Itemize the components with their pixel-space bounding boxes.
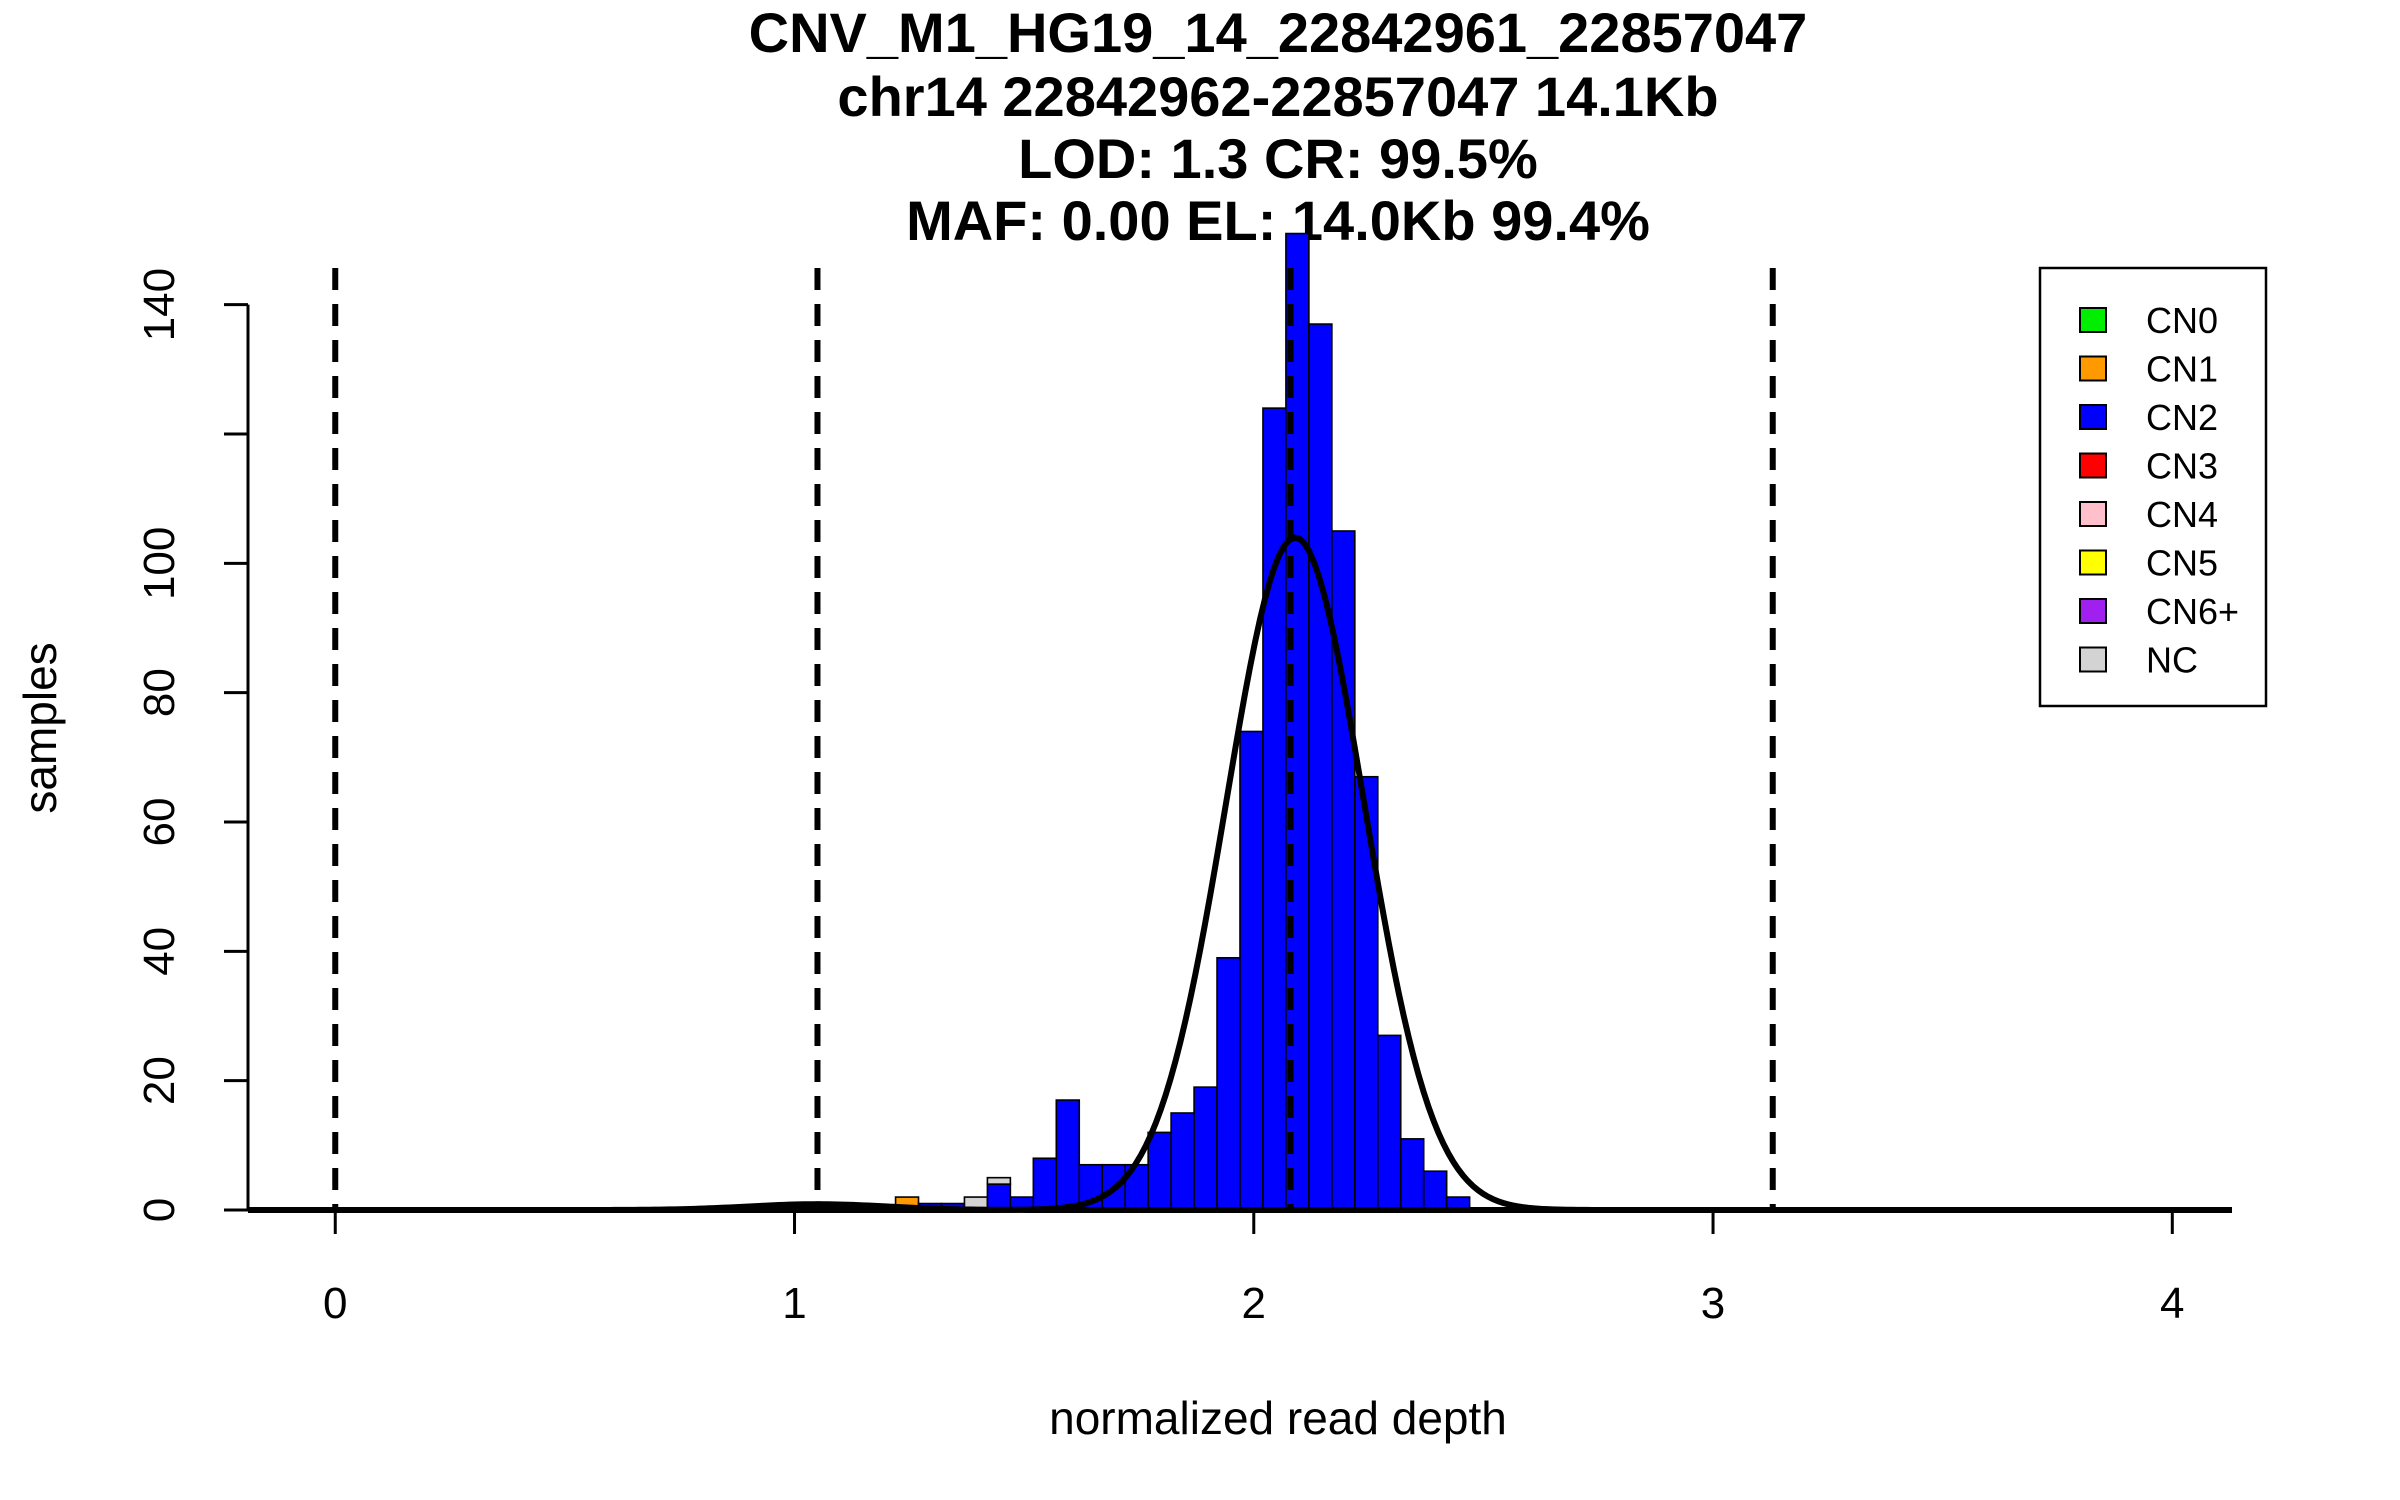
histogram-bar-15 [1216, 956, 1241, 1211]
histogram-bar-5 [986, 1176, 1012, 1185]
x-tick-label-2: 2 [1242, 1279, 1266, 1328]
legend-swatch-cn2 [2079, 404, 2107, 430]
x-tick-label-0: 0 [323, 1279, 347, 1328]
y-tick-label-4: 80 [135, 668, 184, 717]
histogram-bar-13 [1170, 1112, 1195, 1211]
legend-label-cn0: CN0 [2146, 300, 2218, 341]
x-tick-label-4: 4 [2160, 1279, 2184, 1328]
legend-swatch-cn1 [2079, 355, 2107, 382]
legend-swatch-cn4 [2079, 501, 2107, 527]
histogram-bar-23 [1399, 1138, 1425, 1211]
title-line-1: CNV_M1_HG19_14_22842961_22857047 [749, 1, 1808, 64]
title-line-2: chr14 22842962-22857047 14.1Kb [837, 65, 1718, 128]
legend-swatch-nc [2079, 646, 2107, 673]
y-tick-label-2: 40 [135, 927, 184, 976]
histogram-bar-16 [1239, 730, 1264, 1211]
histogram-bar-12 [1147, 1131, 1172, 1211]
legend-swatch-cn6plus [2079, 598, 2107, 624]
histogram-bar-24 [1422, 1170, 1448, 1211]
histogram-bar-14 [1193, 1086, 1218, 1211]
histogram-bar-4 [986, 1183, 1012, 1211]
y-axis: 0 20 40 60 80 100 140 [135, 268, 250, 1222]
y-tick-label-0: 0 [135, 1198, 184, 1222]
histogram-bars [894, 232, 1471, 1211]
legend: CN0 CN1 CN2 CN3 CN4 CN5 CN6+ NC [2038, 266, 2268, 708]
title-line-4: MAF: 0.00 EL: 14.0Kb 99.4% [906, 189, 1650, 252]
legend-swatch-cn3 [2079, 452, 2107, 479]
x-axis-label: normalized read depth [1049, 1392, 1507, 1444]
y-tick-label-1: 20 [135, 1056, 184, 1105]
histogram-bar-17 [1262, 407, 1287, 1211]
legend-swatch-cn5 [2079, 549, 2107, 576]
histogram-bar-22 [1376, 1034, 1402, 1211]
legend-label-cn5: CN5 [2146, 543, 2218, 584]
chart-title: CNV_M1_HG19_14_22842961_22857047 chr14 2… [749, 1, 1808, 252]
x-tick-label-3: 3 [1701, 1279, 1725, 1328]
histogram-bar-19 [1308, 323, 1333, 1211]
legend-label-cn3: CN3 [2146, 446, 2218, 487]
y-tick-label-3: 60 [135, 798, 184, 847]
legend-label-cn2: CN2 [2146, 397, 2218, 438]
histogram-bar-8 [1055, 1099, 1081, 1211]
legend-swatch-cn0 [2079, 307, 2107, 333]
threshold-lines [332, 268, 1776, 1210]
histogram-bar-7 [1032, 1157, 1058, 1211]
x-tick-label-1: 1 [782, 1279, 806, 1328]
histogram-bar-21 [1354, 775, 1379, 1211]
y-axis-label: samples [14, 642, 66, 813]
title-line-3: LOD: 1.3 CR: 99.5% [1018, 127, 1538, 190]
legend-label-cn6plus: CN6+ [2146, 591, 2239, 632]
legend-label-nc: NC [2146, 640, 2198, 681]
legend-label-cn1: CN1 [2146, 349, 2218, 390]
legend-box [2038, 266, 2268, 708]
x-axis: 0 1 2 3 4 [248, 1208, 2232, 1328]
y-tick-label-5: 100 [135, 527, 184, 600]
legend-label-cn4: CN4 [2146, 494, 2218, 535]
y-tick-label-7: 140 [135, 268, 184, 341]
